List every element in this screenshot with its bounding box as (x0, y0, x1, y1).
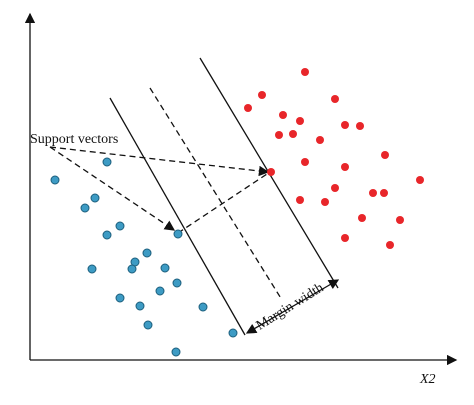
point (90, 193, 100, 203)
point (289, 130, 297, 138)
pointer-arrow (49, 146, 270, 177)
x-axis-label: X2 (419, 372, 436, 387)
point (135, 301, 145, 311)
point (228, 328, 238, 338)
support-vector (267, 168, 275, 176)
point (316, 136, 324, 144)
margin-line (109, 97, 246, 336)
margin-width-label: Margin width (254, 280, 327, 333)
point (301, 158, 309, 166)
point (301, 68, 309, 76)
margin-arrow (245, 279, 340, 334)
point (171, 347, 181, 357)
class-b-points (244, 68, 424, 249)
support-vector (173, 229, 183, 239)
point (380, 189, 388, 197)
decision-boundary (149, 87, 283, 301)
point (321, 198, 329, 206)
point (50, 175, 60, 185)
point (296, 117, 304, 125)
point (275, 131, 283, 139)
support-vectors-label: Support vectors (30, 132, 118, 147)
class-a-points (50, 157, 238, 357)
point (386, 241, 394, 249)
point (198, 302, 208, 312)
point (416, 176, 424, 184)
point (142, 248, 152, 258)
point (258, 91, 266, 99)
point (102, 157, 112, 167)
point (331, 184, 339, 192)
point (160, 263, 170, 273)
point (127, 264, 137, 274)
point (172, 278, 182, 288)
margin-connector (177, 171, 271, 234)
point (341, 163, 349, 171)
point (358, 214, 366, 222)
point (356, 122, 364, 130)
point (341, 121, 349, 129)
point (369, 189, 377, 197)
pointer-arrow (49, 146, 176, 231)
point (143, 320, 153, 330)
point (331, 95, 339, 103)
point (115, 221, 125, 231)
point (115, 293, 125, 303)
point (87, 264, 97, 274)
point (296, 196, 304, 204)
point (102, 230, 112, 240)
point (80, 203, 90, 213)
point (279, 111, 287, 119)
axes (24, 12, 458, 366)
point (396, 216, 404, 224)
point (381, 151, 389, 159)
point (244, 104, 252, 112)
point (155, 286, 165, 296)
point (341, 234, 349, 242)
